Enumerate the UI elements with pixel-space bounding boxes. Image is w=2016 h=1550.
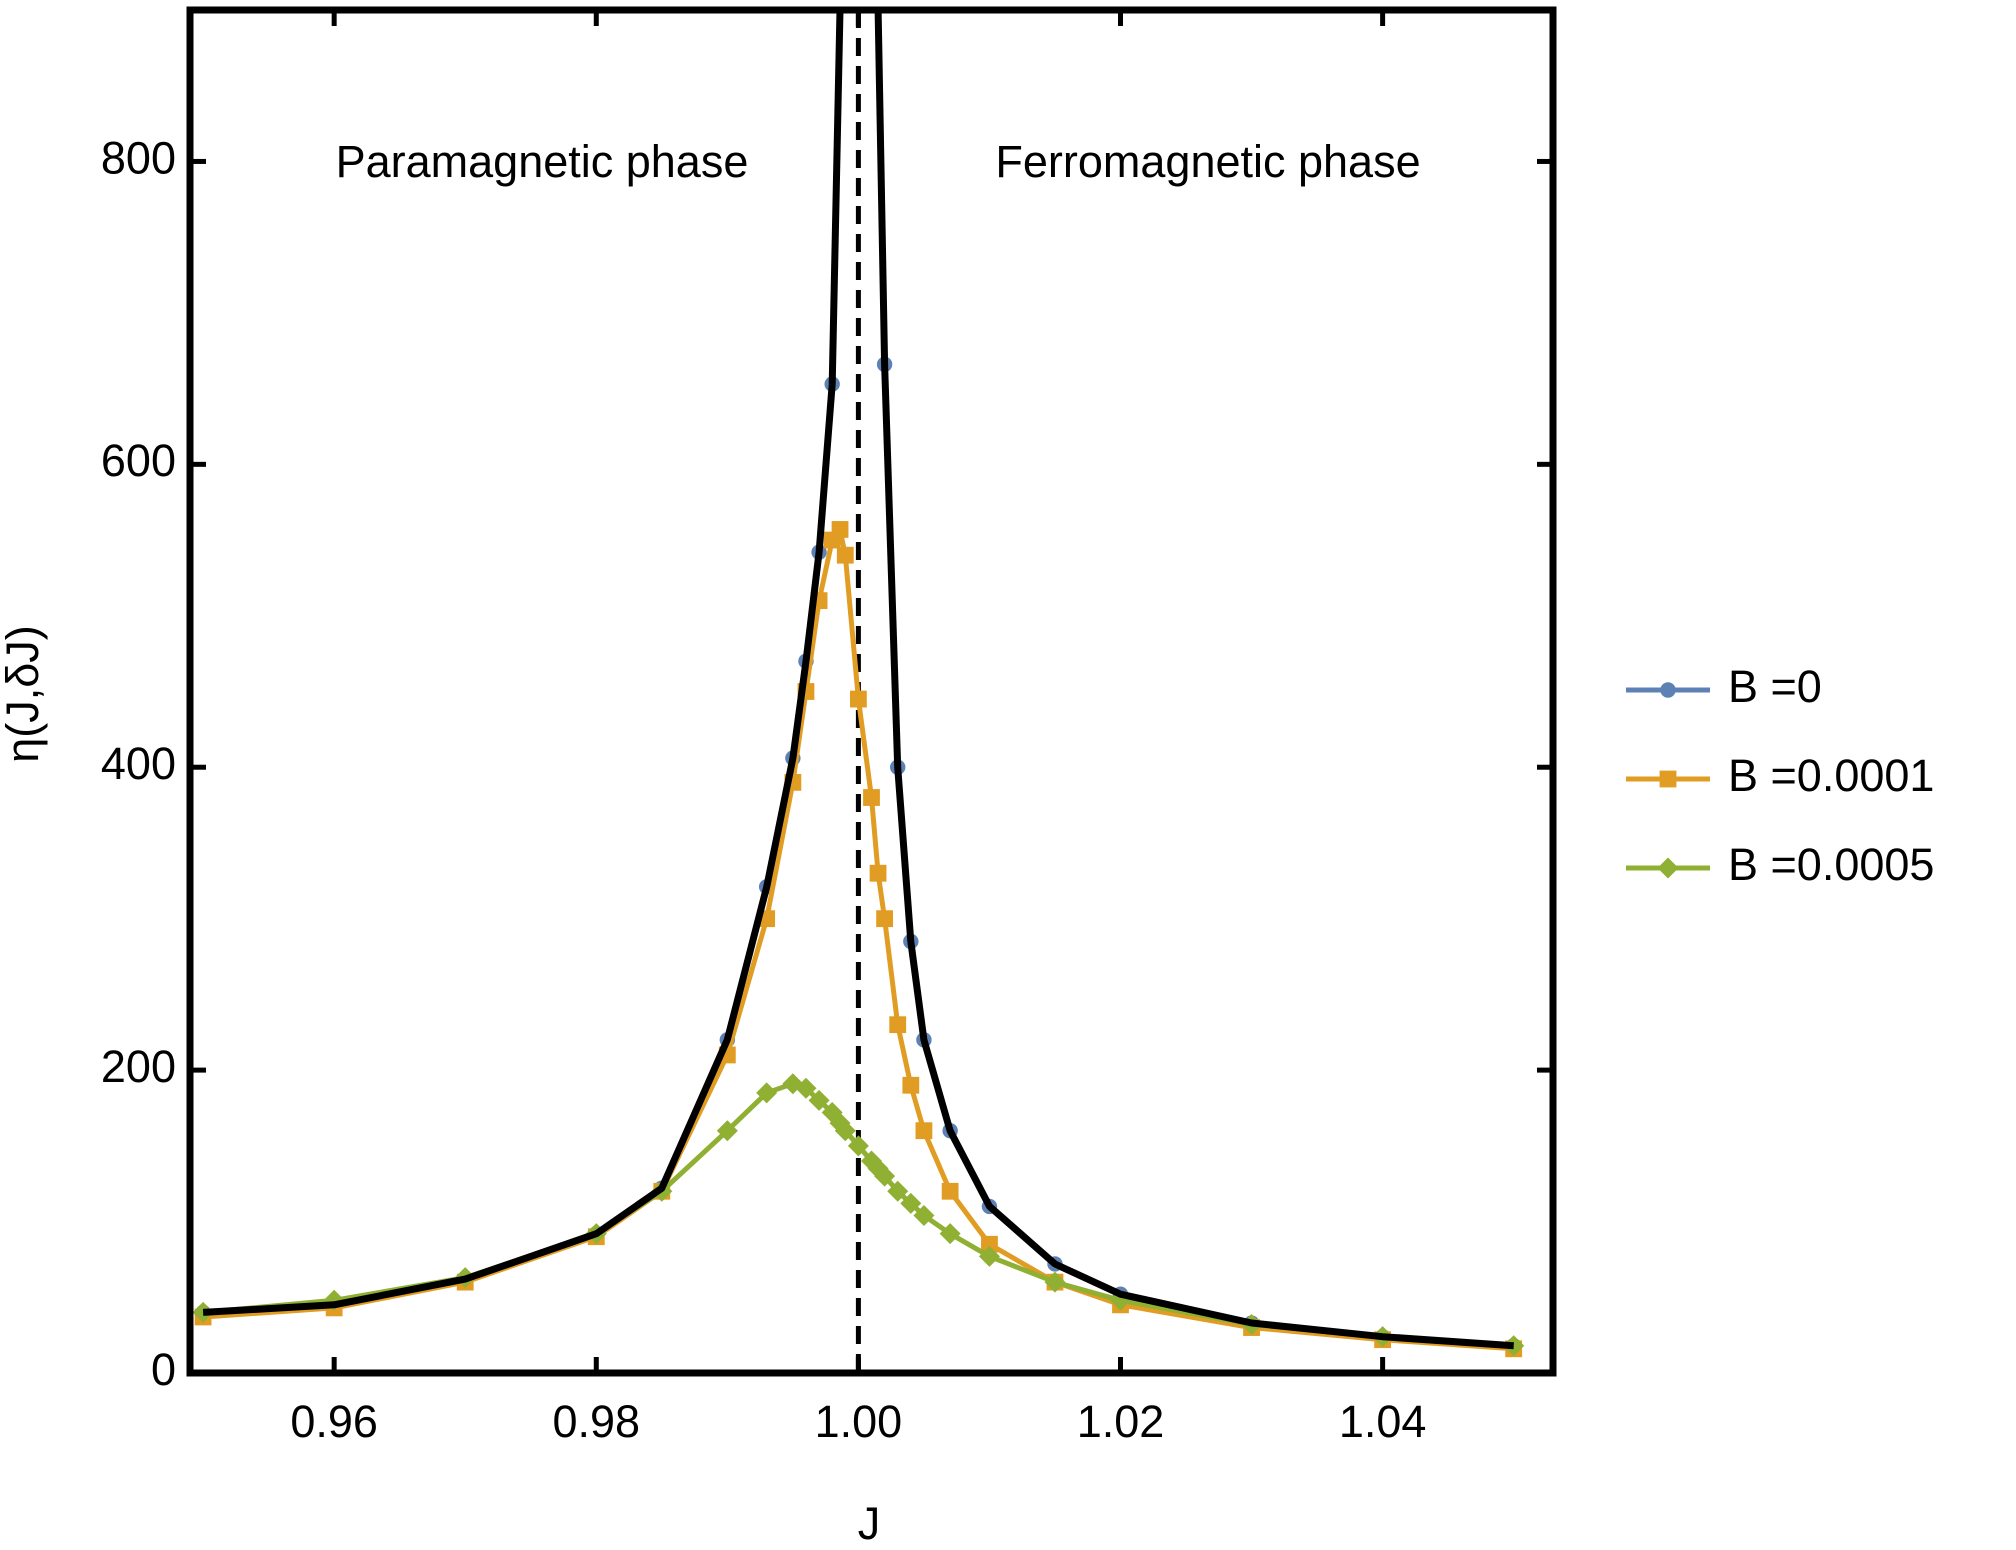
data-point (836, 546, 854, 564)
data-point (1657, 857, 1679, 879)
data-point (869, 864, 887, 882)
y-tick-label: 600 (101, 435, 176, 486)
data-point (915, 1122, 933, 1140)
x-tick-label: 0.96 (290, 1396, 378, 1447)
data-point (849, 690, 867, 708)
y-tick-label: 800 (101, 132, 176, 183)
y-tick-label: 200 (101, 1041, 176, 1092)
y-tick-label: 400 (101, 738, 176, 789)
data-point (874, 1165, 896, 1187)
data-point (876, 910, 894, 928)
data-point (1044, 1271, 1066, 1293)
data-point (847, 1135, 869, 1157)
plot-area (192, 10, 1525, 1373)
data-point (889, 1016, 907, 1034)
data-point (900, 1192, 922, 1214)
legend-item: B =0 (1626, 661, 1822, 712)
legend-label: B =0.0001 (1728, 750, 1934, 801)
legend-item: B =0.0005 (1626, 839, 1934, 890)
legend-label: B =0 (1728, 661, 1822, 712)
data-point (808, 1089, 830, 1111)
x-tick-label: 1.00 (815, 1396, 903, 1447)
x-tick-label: 1.04 (1339, 1396, 1427, 1447)
data-point (902, 1076, 920, 1094)
x-tick-label: 1.02 (1077, 1396, 1165, 1447)
data-point (756, 1082, 778, 1104)
data-point (1660, 682, 1676, 698)
data-point (978, 1245, 1000, 1267)
frame (186, 6, 1557, 1377)
y-axis-label: η(J,δJ) (0, 625, 48, 763)
annotation: Ferromagnetic phase (995, 136, 1420, 187)
y-tick-label: 0 (151, 1344, 176, 1395)
x-axis-label: J (858, 1498, 881, 1545)
legend-item: B =0.0001 (1626, 750, 1934, 801)
data-point (913, 1204, 935, 1226)
data-point (941, 1182, 959, 1200)
data-point (981, 1235, 998, 1253)
data-point (834, 1120, 856, 1142)
data-point (795, 1077, 817, 1099)
data-point (1659, 770, 1677, 788)
annotation: Paramagnetic phase (336, 136, 749, 187)
data-point (863, 789, 880, 806)
data-point (887, 1180, 909, 1202)
data-point (716, 1120, 738, 1142)
data-point (939, 1223, 961, 1245)
x-tick-label: 0.98 (552, 1396, 640, 1447)
legend-label: B =0.0005 (1728, 839, 1934, 890)
series-line (202, 10, 1514, 1350)
data-point (831, 521, 849, 538)
